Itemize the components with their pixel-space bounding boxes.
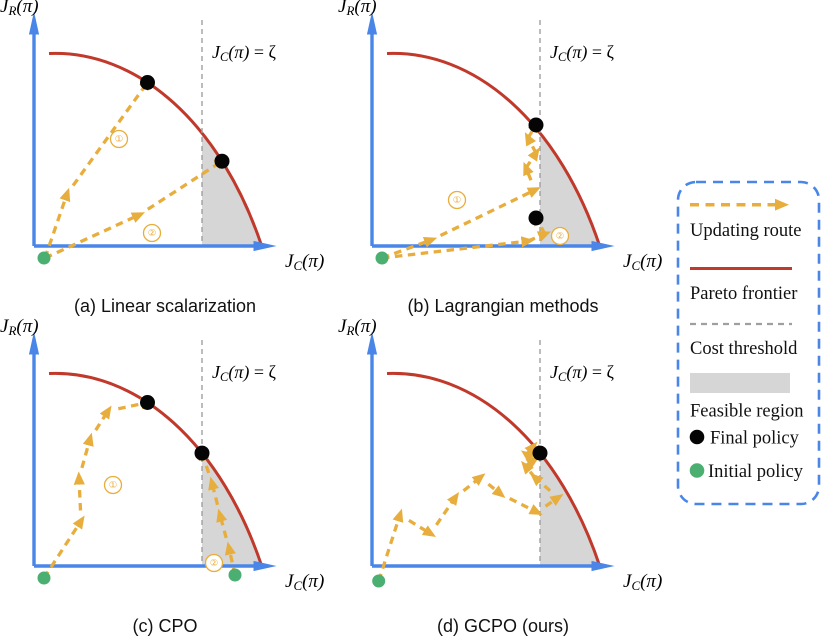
svg-text:②: ②	[148, 228, 157, 239]
svg-text:Feasible region: Feasible region	[690, 402, 804, 422]
svg-text:JC(π): JC(π)	[623, 571, 662, 593]
svg-text:JC(π) = ζ: JC(π) = ζ	[212, 362, 277, 384]
svg-text:Updating route: Updating route	[690, 221, 802, 241]
svg-text:Pareto frontier: Pareto frontier	[690, 284, 797, 304]
svg-text:JR(π): JR(π)	[338, 316, 377, 338]
svg-text:Cost threshold: Cost threshold	[690, 339, 798, 359]
svg-text:①: ①	[453, 195, 462, 206]
svg-text:JC(π) = ζ: JC(π) = ζ	[212, 42, 277, 64]
svg-text:Final policy: Final policy	[710, 429, 800, 449]
svg-text:Initial policy: Initial policy	[708, 462, 804, 482]
svg-text:JC(π): JC(π)	[285, 251, 324, 273]
svg-text:JC(π): JC(π)	[285, 571, 324, 593]
svg-text:JC(π) = ζ: JC(π) = ζ	[550, 42, 615, 64]
svg-text:①: ①	[109, 480, 118, 491]
svg-text:JC(π): JC(π)	[623, 251, 662, 273]
svg-text:①: ①	[115, 134, 124, 145]
svg-text:②: ②	[556, 231, 565, 242]
svg-text:JR(π): JR(π)	[0, 316, 39, 338]
svg-text:②: ②	[210, 558, 219, 569]
svg-text:JR(π): JR(π)	[0, 0, 39, 18]
svg-text:JR(π): JR(π)	[338, 0, 377, 18]
svg-text:JC(π) = ζ: JC(π) = ζ	[550, 362, 615, 384]
